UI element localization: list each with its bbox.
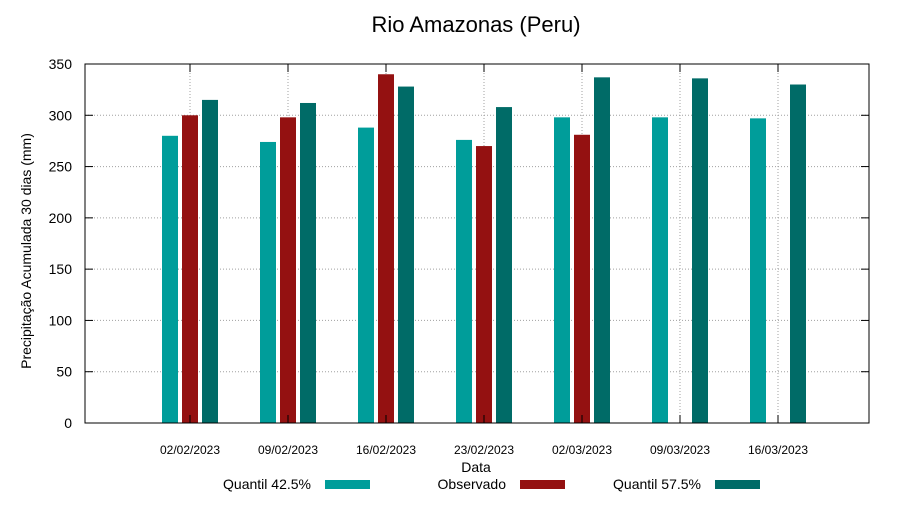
x-tick-label: 16/03/2023 (748, 443, 808, 457)
bar-quantil-57-5-4 (594, 77, 610, 423)
x-tick-label: 02/02/2023 (160, 443, 220, 457)
y-tick-label: 350 (49, 56, 73, 72)
bar-quantil-57-5-5 (692, 78, 708, 424)
x-tick-label: 09/02/2023 (258, 443, 318, 457)
x-tick-label: 23/02/2023 (454, 443, 514, 457)
bar-observado-2 (378, 74, 394, 423)
bar-quantil-57-5-2 (398, 86, 414, 424)
bar-quantil-57-5-1 (300, 102, 316, 423)
bar-quantil-57-5-3 (496, 107, 512, 423)
legend-label: Observado (438, 476, 507, 492)
y-tick-label: 50 (56, 364, 72, 380)
legend-label: Quantil 57.5% (613, 476, 701, 492)
bar-quantil-42-5-2 (358, 127, 374, 423)
bar-quantil-42-5-3 (456, 139, 472, 423)
bar-quantil-42-5-0 (162, 135, 178, 424)
y-tick-label: 200 (49, 210, 73, 226)
y-tick-label: 300 (49, 107, 73, 123)
bar-quantil-42-5-6 (750, 118, 766, 423)
legend-swatch (520, 480, 565, 489)
legend-swatch (325, 480, 370, 489)
x-axis-label: Data (461, 459, 491, 475)
tick-labels: 0 50 100 150 200 250 300 350 02/02/2023 09/02/202… (49, 56, 809, 457)
y-tick-label: 100 (49, 312, 73, 328)
legend-swatch (715, 480, 760, 489)
y-tick-label: 250 (49, 159, 73, 175)
bar-observado-4 (574, 134, 590, 423)
bar-observado-0 (182, 115, 198, 424)
bar-quantil-57-5-0 (202, 99, 218, 424)
bar-quantil-42-5-1 (260, 141, 276, 423)
bar-quantil-42-5-4 (554, 117, 570, 423)
x-tick-label: 16/02/2023 (356, 443, 416, 457)
axes (84, 63, 870, 424)
bar-observado-3 (476, 146, 492, 424)
legend: Quantil 42.5% Observado Quantil 57.5% (223, 476, 760, 492)
plot-border (84, 63, 870, 424)
bar-quantil-42-5-5 (652, 117, 668, 423)
bar-quantil-57-5-6 (790, 84, 806, 423)
y-axis-label: Precipitação Acumulada 30 dias (mm) (18, 133, 34, 369)
chart-title: Rio Amazonas (Peru) (371, 12, 580, 37)
x-tick-label: 09/03/2023 (650, 443, 710, 457)
bars-group (162, 74, 806, 424)
bar-observado-1 (280, 117, 296, 423)
y-tick-label: 150 (49, 261, 73, 277)
x-tick-label: 02/03/2023 (552, 443, 612, 457)
y-tick-label: 0 (64, 415, 72, 431)
legend-label: Quantil 42.5% (223, 476, 311, 492)
